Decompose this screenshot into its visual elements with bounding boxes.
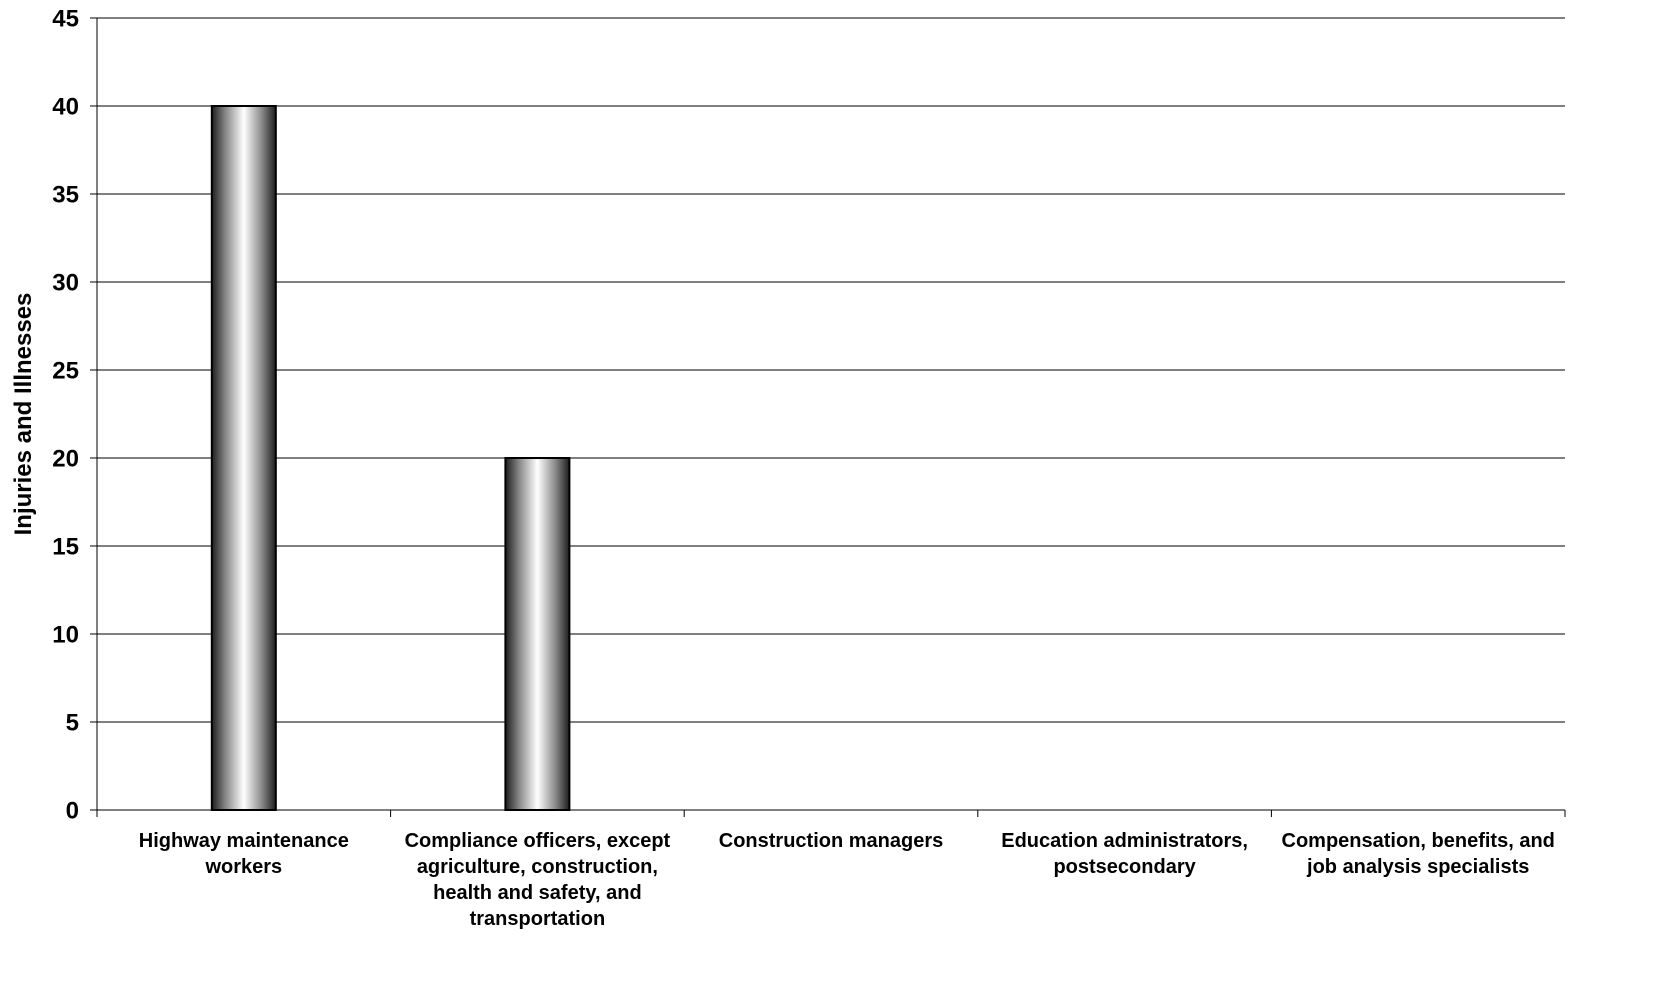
x-tick-label-line: health and safety, and bbox=[433, 882, 642, 904]
x-tick-label-line: agriculture, construction, bbox=[417, 856, 658, 878]
y-tick-label: 15 bbox=[52, 534, 79, 561]
y-axis-title: Injuries and Illnesses bbox=[10, 293, 37, 536]
y-tick-label: 0 bbox=[66, 798, 79, 825]
x-tick-label-line: workers bbox=[204, 856, 282, 878]
gridlines bbox=[97, 17, 1565, 723]
x-tick-label-line: job analysis specialists bbox=[1306, 856, 1529, 878]
x-tick-labels: Highway maintenance workers Compliance off… bbox=[139, 830, 1555, 930]
y-tick-label: 20 bbox=[52, 446, 79, 473]
x-tick-label: Compensation, benefits, and job analysis … bbox=[1282, 830, 1555, 878]
y-tick-label: 10 bbox=[52, 622, 79, 649]
bar bbox=[210, 105, 277, 811]
x-tick-label-line: transportation bbox=[470, 908, 606, 930]
bars bbox=[210, 105, 571, 811]
y-tick-label: 45 bbox=[52, 6, 79, 33]
x-tick-label-line: Compensation, benefits, and bbox=[1282, 830, 1555, 852]
y-tick-label: 30 bbox=[52, 270, 79, 297]
x-tick-label-line: Highway maintenance bbox=[139, 830, 349, 852]
x-tick-label: Construction managers bbox=[719, 830, 943, 852]
axes bbox=[90, 17, 1566, 817]
x-tick-label-line: Compliance officers, except bbox=[405, 830, 671, 852]
x-tick-label-line: Education administrators, bbox=[1001, 830, 1248, 852]
x-tick-label-line: Construction managers bbox=[719, 830, 943, 852]
x-tick-label: Highway maintenance workers bbox=[139, 830, 349, 878]
x-tick-label-line: postsecondary bbox=[1053, 856, 1196, 878]
x-tick-label: Education administrators, postsecondary bbox=[1001, 830, 1248, 878]
y-tick-label: 35 bbox=[52, 182, 79, 209]
x-tick-label: Compliance officers, except agriculture, … bbox=[405, 830, 671, 930]
y-tick-label: 25 bbox=[52, 358, 79, 385]
y-tick-label: 5 bbox=[66, 710, 79, 737]
y-tick-labels: 0 5 10 15 20 25 30 35 40 45 bbox=[52, 6, 79, 825]
y-tick-label: 40 bbox=[52, 94, 79, 121]
bar bbox=[504, 457, 571, 811]
